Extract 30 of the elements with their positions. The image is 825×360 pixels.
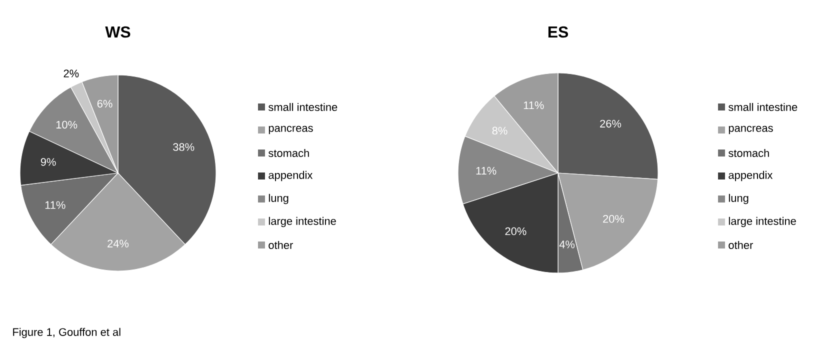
legend-label: lung bbox=[728, 194, 748, 204]
data-label: 11% bbox=[524, 101, 544, 110]
data-label: 11% bbox=[476, 166, 496, 175]
chart-title: ES bbox=[548, 26, 568, 38]
legend-label: small intestine bbox=[728, 102, 798, 112]
caption: Figure 1, Gouffon et al bbox=[13, 328, 120, 338]
legend-label: appendix bbox=[268, 170, 313, 182]
data-label: 24% bbox=[108, 240, 129, 248]
data-label: 10% bbox=[56, 120, 78, 129]
data-label: 6% bbox=[97, 100, 112, 108]
legend-label: large intestine bbox=[268, 216, 336, 228]
legend-label: stomach bbox=[728, 148, 769, 158]
legend-label: stomach bbox=[268, 148, 309, 158]
legend-label: large intestine bbox=[728, 216, 796, 228]
legend-label: pancreas bbox=[268, 126, 313, 134]
legend-label: other bbox=[728, 240, 754, 250]
legend-label: appendix bbox=[728, 170, 773, 182]
chart-title: WS bbox=[105, 26, 130, 38]
data-label: 2% bbox=[64, 70, 79, 78]
data-label: 4% bbox=[559, 240, 575, 248]
legend-label: other bbox=[268, 240, 294, 250]
data-label: 26% bbox=[600, 120, 622, 128]
legend-label: small intestine bbox=[268, 102, 338, 112]
data-label: 11% bbox=[45, 201, 66, 209]
legend-label: pancreas bbox=[728, 126, 773, 134]
data-label: 20% bbox=[505, 227, 526, 236]
legend-label: lung bbox=[268, 194, 288, 204]
data-label: 9% bbox=[40, 158, 56, 166]
data-label: 38% bbox=[173, 143, 194, 151]
data-label: 20% bbox=[603, 215, 624, 223]
